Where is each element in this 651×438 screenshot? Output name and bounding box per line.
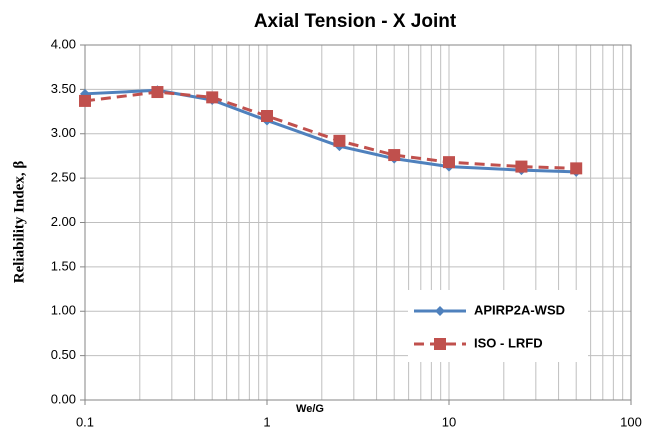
chart-title: Axial Tension - X Joint xyxy=(254,11,457,32)
legend-label: ISO - LRFD xyxy=(474,335,543,350)
plot-border xyxy=(84,44,632,401)
marker xyxy=(261,110,273,122)
y-tick-label: 2.00 xyxy=(51,214,76,229)
y-axis-label: Reliability Index, β xyxy=(11,161,27,284)
legend-marker xyxy=(434,338,446,350)
y-tick-label: 2.50 xyxy=(51,170,76,185)
x-tick-label: 0.1 xyxy=(76,414,94,429)
marker xyxy=(333,134,346,147)
legend-label: APIRP2A-WSD xyxy=(474,302,565,317)
marker xyxy=(570,162,583,175)
y-tick-label: 0.00 xyxy=(51,391,76,406)
y-tick-label: 0.50 xyxy=(51,347,76,362)
y-tick-label: 4.00 xyxy=(51,36,76,51)
marker xyxy=(79,94,91,107)
x-axis-label: We/G xyxy=(296,403,324,415)
y-tick-label: 1.50 xyxy=(51,258,76,273)
marker xyxy=(443,156,455,169)
legend: APIRP2A-WSD ISO - LRFD xyxy=(408,290,588,362)
y-tick-label: 3.50 xyxy=(51,81,76,96)
marker xyxy=(388,149,401,162)
y-tick-label: 3.00 xyxy=(51,125,76,140)
legend-marker xyxy=(435,306,445,316)
x-tick-label: 100 xyxy=(620,414,642,429)
x-tick-label: 10 xyxy=(442,414,456,429)
legend-box xyxy=(408,290,588,362)
marker xyxy=(151,86,164,99)
x-tick-label: 1 xyxy=(263,414,270,429)
y-tick-label: 1.00 xyxy=(51,303,76,318)
marker xyxy=(206,91,219,104)
marker xyxy=(515,160,528,173)
